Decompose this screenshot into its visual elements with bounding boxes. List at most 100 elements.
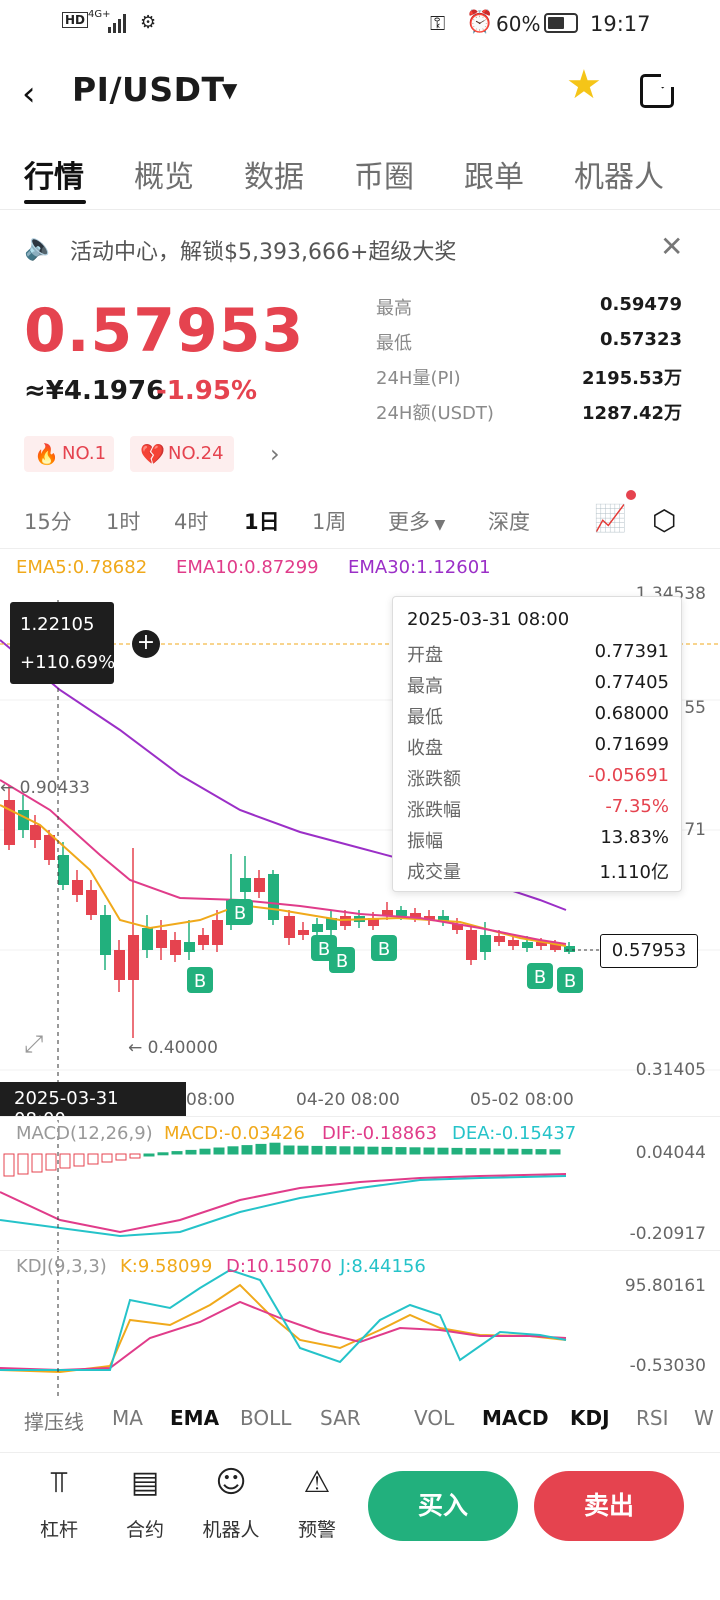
interval-1h[interactable]: 1时 <box>106 510 141 534</box>
candle-tooltip: 2025-03-31 08:00 开盘 0.77391 最高 0.77405 最低 0… <box>392 596 682 892</box>
high-marker: ← 0.90433 <box>0 778 90 798</box>
chevron-right-icon[interactable]: › <box>270 440 280 468</box>
settings-icon[interactable]: ⬡ <box>652 504 677 537</box>
buy-mark-label: B <box>318 939 330 960</box>
ind-ma[interactable]: MA <box>112 1406 143 1430</box>
tab-overview[interactable]: 概览 <box>134 160 194 195</box>
tooltip-change: 涨跌额 -0.05691 <box>407 765 669 790</box>
chevron-left-icon[interactable]: ‹ <box>22 74 36 114</box>
ind-support[interactable]: 撑压线 <box>24 1410 84 1434</box>
interval-1d[interactable]: 1日 <box>244 510 280 534</box>
macd-bar <box>185 1149 197 1155</box>
speaker-icon: 🔈 <box>24 232 57 262</box>
leverage-label[interactable]: 杠杆 <box>39 1519 78 1541</box>
network-indicator: 4G+ <box>88 9 111 20</box>
macd-bar <box>311 1145 323 1155</box>
status-bar: HD 4G+ ⚙ ⚿ ⏰ 60% 19:17 <box>0 0 720 48</box>
macd-bar <box>423 1147 435 1155</box>
alert-label[interactable]: 预警 <box>297 1519 336 1541</box>
pair-title[interactable]: PI/USDT <box>72 70 225 109</box>
macd-bar <box>143 1153 155 1157</box>
buy-mark <box>371 935 397 961</box>
macd-bar <box>353 1146 365 1155</box>
kdj-j-line <box>0 1268 567 1371</box>
star-icon[interactable]: ★ <box>566 62 602 108</box>
stat-high-label: 最高 <box>376 298 412 319</box>
macd-bar <box>213 1147 225 1155</box>
macd-value: MACD:-0.03426 <box>164 1123 305 1144</box>
interval-15m[interactable]: 15分 <box>24 510 72 534</box>
macd-panel <box>0 1142 567 1238</box>
tooltip-low: 最低 0.68000 <box>407 703 669 728</box>
interval-1w[interactable]: 1周 <box>312 510 347 534</box>
kdj-k-value: K:9.58099 <box>120 1256 213 1277</box>
ind-wr[interactable]: W <box>694 1406 714 1430</box>
ind-vol[interactable]: VOL <box>414 1406 455 1430</box>
ind-sar[interactable]: SAR <box>320 1406 361 1430</box>
ind-ema[interactable]: EMA <box>170 1406 220 1430</box>
fullscreen-icon[interactable]: ⤢ <box>24 1030 44 1058</box>
interval-more[interactable]: 更多 ▼ <box>388 510 446 534</box>
heart-icon: 💔 <box>140 442 165 466</box>
robot-label[interactable]: 机器人 <box>202 1519 260 1541</box>
ind-boll[interactable]: BOLL <box>240 1406 292 1430</box>
rank-badge-hot[interactable]: 🔥 NO.1 <box>24 436 114 472</box>
crosshair-label: 1.22105 +110.69% <box>10 602 115 684</box>
x-label-2: 04-20 08:00 <box>296 1090 400 1110</box>
ind-rsi[interactable]: RSI <box>636 1406 669 1430</box>
ind-macd[interactable]: MACD <box>482 1406 549 1430</box>
tab-market[interactable]: 行情 <box>24 160 84 195</box>
macd-bar <box>325 1146 337 1155</box>
contract-label[interactable]: 合约 <box>125 1519 164 1541</box>
alarm-icon: ⏰ <box>466 10 494 35</box>
dif-line <box>0 1173 567 1234</box>
caret-down-icon: ▼ <box>430 517 446 533</box>
macd-bar <box>31 1153 43 1173</box>
sell-button[interactable]: 卖出 <box>534 1471 684 1541</box>
stat-low-value: 0.57323 <box>600 329 682 350</box>
robot-icon[interactable]: ☺ <box>215 1465 247 1500</box>
buy-mark-label: B <box>534 967 546 988</box>
macd-bar <box>451 1147 463 1155</box>
alert-icon[interactable]: ⚠ <box>303 1465 331 1500</box>
caret-down-icon[interactable]: ▼ <box>222 78 238 102</box>
candle-body <box>410 913 421 918</box>
macd-bar <box>535 1149 547 1155</box>
dif-value: DIF:-0.18863 <box>322 1123 438 1144</box>
contract-icon[interactable]: ▤ <box>130 1465 160 1500</box>
leverage-icon[interactable]: ⫪ <box>50 1465 68 1500</box>
tab-copytrade[interactable]: 跟单 <box>464 160 524 195</box>
share-icon[interactable]: ↗ <box>640 71 677 108</box>
candle-body <box>170 940 181 955</box>
fire-icon: 🔥 <box>34 442 59 466</box>
ema10-label: EMA10:0.87299 <box>176 557 319 578</box>
tab-bot[interactable]: 机器人 <box>574 160 664 195</box>
ind-kdj[interactable]: KDJ <box>570 1406 610 1430</box>
tab-circle[interactable]: 币圈 <box>354 160 414 195</box>
kdj-axis-top: 95.80161 <box>624 1276 706 1296</box>
tab-data[interactable]: 数据 <box>244 160 304 195</box>
clock: 19:17 <box>590 12 651 36</box>
chart-indicator-icon[interactable]: 📈 <box>594 504 627 534</box>
interval-4h[interactable]: 4时 <box>174 510 209 534</box>
stat-vol-label: 24H量(PI) <box>376 368 461 389</box>
candle-body <box>128 935 139 980</box>
buy-button[interactable]: 买入 <box>368 1471 518 1541</box>
tooltip-change-pct: 涨跌幅 -7.35% <box>407 796 669 821</box>
macd-bar <box>101 1153 113 1163</box>
rank-badge-fav[interactable]: 💔 NO.24 <box>130 436 234 472</box>
cny-price: ≈¥4.1976 <box>24 376 165 406</box>
candle-body <box>564 946 575 952</box>
candle-body <box>4 800 15 845</box>
macd-bar <box>129 1153 141 1159</box>
kdj-j-value: J:8.44156 <box>340 1256 426 1277</box>
depth-tab[interactable]: 深度 <box>488 510 530 534</box>
macd-bar <box>73 1153 85 1167</box>
divider <box>0 1116 720 1117</box>
macd-bar <box>465 1148 477 1155</box>
close-icon[interactable]: ✕ <box>660 230 684 263</box>
announcement-bar[interactable]: 🔈 活动中心，解锁$5,393,666+超级大奖 ✕ <box>0 226 720 272</box>
add-alert-icon[interactable]: + <box>132 630 160 658</box>
kdj-panel <box>0 1268 567 1374</box>
